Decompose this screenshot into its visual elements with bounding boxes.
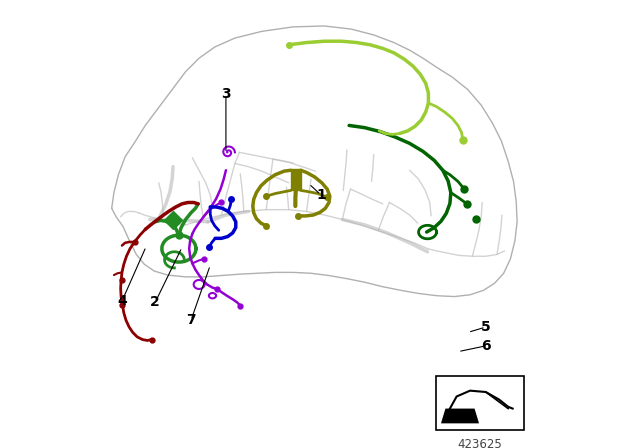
Text: 1: 1 — [316, 188, 326, 202]
Text: 7: 7 — [186, 313, 196, 327]
Text: 3: 3 — [221, 87, 231, 101]
Text: 5: 5 — [481, 320, 491, 334]
Text: 2: 2 — [150, 295, 160, 310]
Polygon shape — [441, 409, 479, 423]
Text: 4: 4 — [117, 294, 127, 308]
Text: 6: 6 — [481, 339, 491, 353]
Bar — [291, 169, 301, 190]
Bar — [436, 376, 524, 430]
Text: 423625: 423625 — [458, 438, 502, 448]
